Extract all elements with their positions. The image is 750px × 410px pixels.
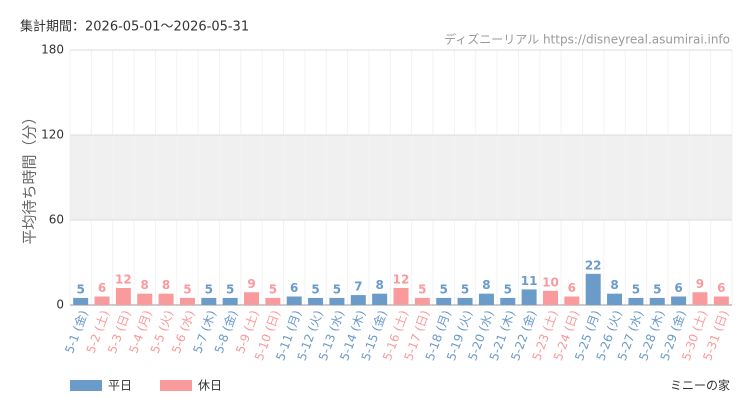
data-label: 7 — [354, 280, 362, 294]
bar — [179, 297, 195, 305]
data-label: 6 — [717, 281, 725, 295]
bar — [286, 296, 302, 305]
bar — [671, 296, 687, 305]
legend-label: 休日 — [198, 379, 222, 393]
data-label: 5 — [226, 282, 234, 296]
data-label: 8 — [162, 278, 170, 292]
data-label: 8 — [375, 278, 383, 292]
bar — [73, 297, 89, 305]
data-label: 5 — [418, 282, 426, 296]
data-label: 9 — [696, 277, 704, 291]
bar — [414, 297, 430, 305]
data-label: 5 — [76, 282, 84, 296]
bar — [500, 297, 516, 305]
chart-title: 集計期間：2026-05-01～2026-05-31 — [20, 19, 249, 35]
bar — [94, 296, 110, 305]
bar — [628, 297, 644, 305]
bar — [542, 290, 558, 305]
data-label: 5 — [504, 282, 512, 296]
data-label: 5 — [653, 282, 661, 296]
data-label: 5 — [632, 282, 640, 296]
y-tick-label: 120 — [41, 128, 64, 142]
bar — [115, 288, 131, 305]
y-tick-label: 0 — [56, 298, 64, 312]
y-tick-label: 60 — [49, 213, 64, 227]
bar — [564, 296, 580, 305]
y-axis-label: 平均待ち時間（分） — [21, 109, 39, 244]
data-label: 22 — [585, 258, 602, 272]
bar — [372, 293, 388, 305]
data-label: 5 — [311, 282, 319, 296]
bar — [521, 289, 537, 305]
shaded-band — [70, 135, 732, 220]
bar — [393, 288, 409, 305]
bar — [222, 297, 238, 305]
bar — [201, 297, 217, 305]
y-tick-label: 180 — [41, 43, 64, 57]
bar — [585, 273, 601, 305]
bar — [329, 297, 345, 305]
bar — [436, 297, 452, 305]
data-label: 11 — [521, 274, 538, 288]
data-label: 5 — [440, 282, 448, 296]
bar — [244, 292, 260, 305]
bar — [350, 295, 366, 305]
legend-swatch — [160, 380, 192, 391]
legend-swatch — [70, 380, 102, 391]
bar — [607, 293, 623, 305]
data-label: 5 — [269, 282, 277, 296]
bar — [713, 296, 729, 305]
data-label: 5 — [461, 282, 469, 296]
data-label: 9 — [247, 277, 255, 291]
bar — [478, 293, 494, 305]
data-label: 6 — [568, 281, 576, 295]
bar — [158, 293, 174, 305]
bar — [137, 293, 153, 305]
bar — [649, 297, 665, 305]
data-label: 12 — [115, 273, 132, 287]
bar — [692, 292, 708, 305]
bar — [265, 297, 281, 305]
data-label: 6 — [674, 281, 682, 295]
source: ディズニーリアル https://disneyreal.asumirai.inf… — [444, 32, 730, 47]
data-label: 12 — [393, 273, 410, 287]
data-label: 8 — [610, 278, 618, 292]
footer: ミニーの家 — [670, 378, 730, 393]
legend-label: 平日 — [108, 379, 132, 393]
bar — [308, 297, 324, 305]
data-label: 5 — [333, 282, 341, 296]
data-label: 10 — [542, 275, 559, 289]
data-label: 8 — [141, 278, 149, 292]
data-label: 6 — [98, 281, 106, 295]
data-label: 5 — [205, 282, 213, 296]
data-label: 5 — [183, 282, 191, 296]
data-label: 8 — [482, 278, 490, 292]
data-label: 6 — [290, 281, 298, 295]
bar — [457, 297, 473, 305]
